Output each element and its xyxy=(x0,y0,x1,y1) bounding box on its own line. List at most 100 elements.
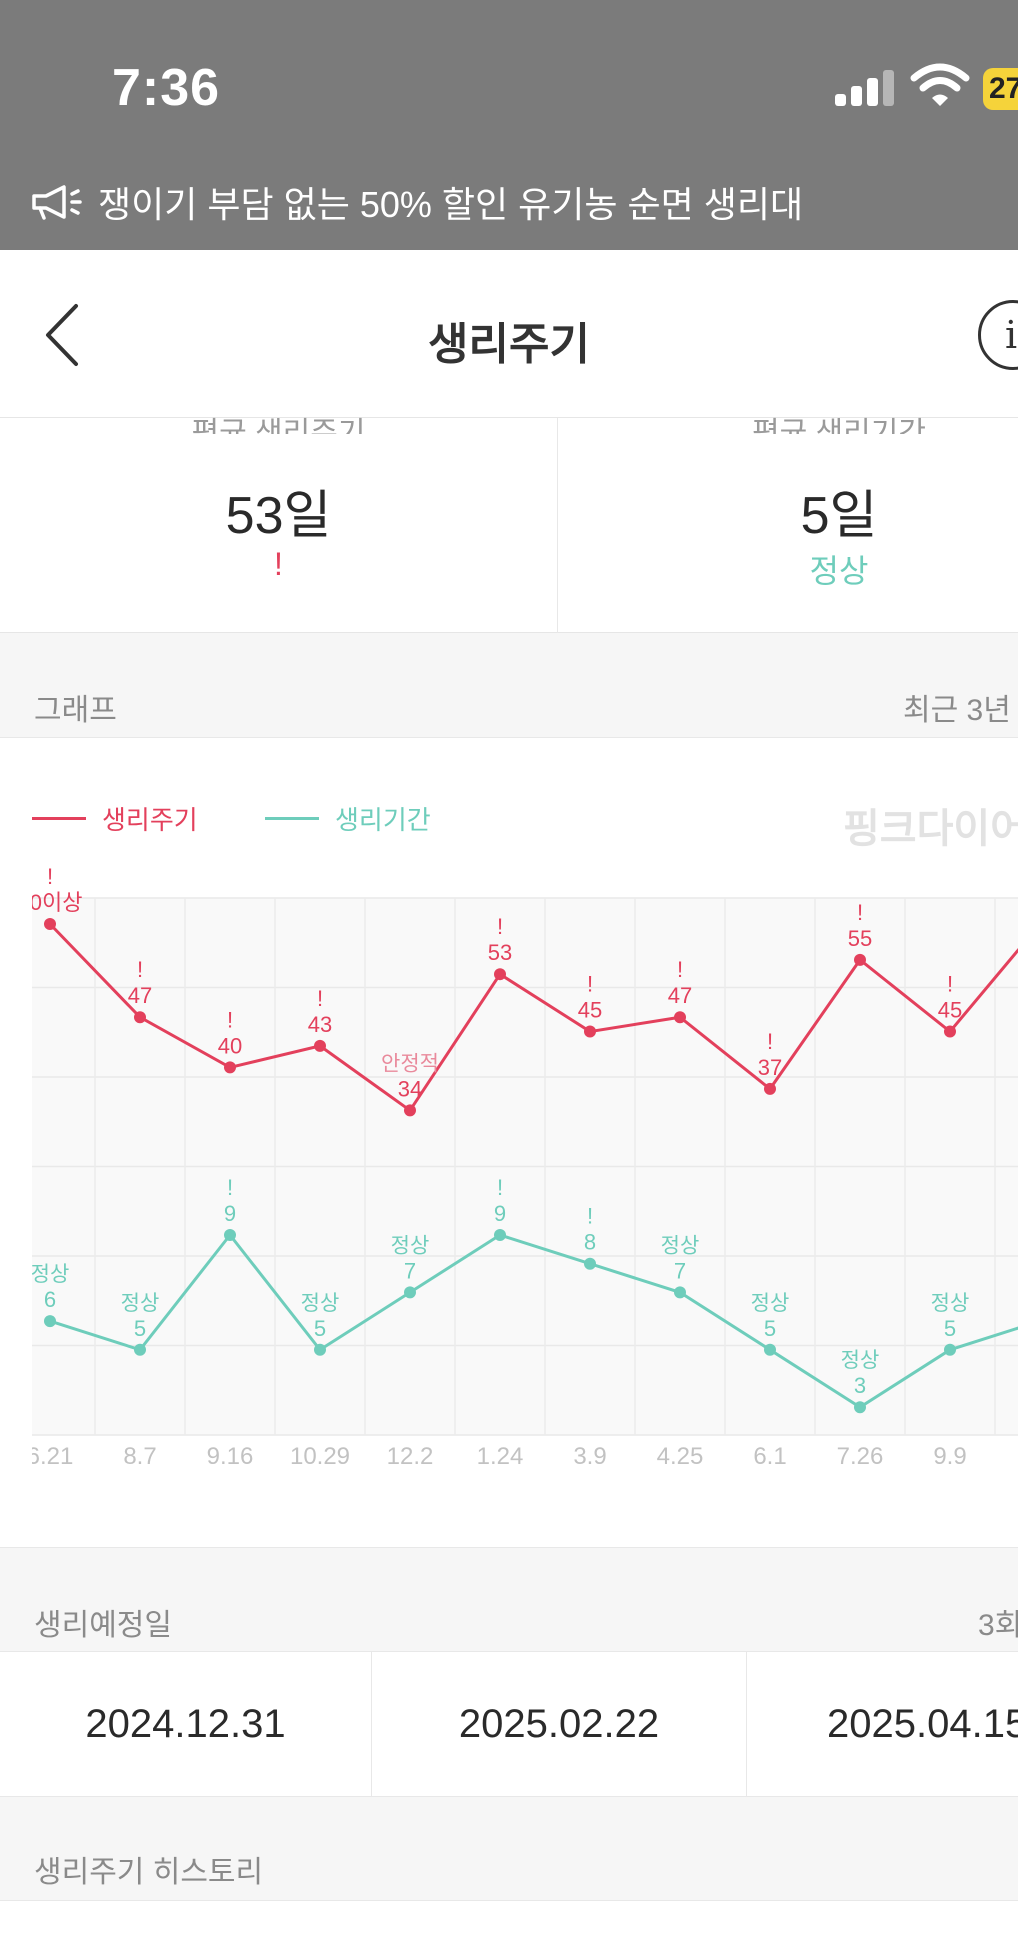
megaphone-icon xyxy=(32,185,82,220)
cycle-point xyxy=(134,1011,146,1024)
cycle-value-label: 53 xyxy=(488,940,512,965)
status-and-banner: 7:36 27 쟁이기 부담 없는 50% 할인 유기농 순면 생리대 xyxy=(0,0,1018,250)
cycle-status-label: ! xyxy=(587,972,593,997)
predicted-section-header: 생리예정일 3회 xyxy=(0,1548,1018,1652)
period-value-label: 7 xyxy=(404,1258,416,1283)
cycle-value-label: 40 xyxy=(218,1033,242,1058)
period-point xyxy=(944,1343,956,1356)
cycle-status-label: ! xyxy=(497,914,503,939)
legend-cycle: 생리주기 xyxy=(32,800,198,837)
predicted-section-title: 생리예정일 xyxy=(34,1609,172,1642)
period-point xyxy=(764,1343,776,1356)
history-section-title: 생리주기 히스토리 xyxy=(34,1856,264,1889)
period-value-label: 6 xyxy=(44,1287,56,1312)
cycle-point xyxy=(404,1104,416,1117)
cycle-status-label: ! xyxy=(317,986,323,1011)
back-chevron-icon[interactable] xyxy=(40,300,90,370)
period-point xyxy=(674,1286,686,1299)
avg-cycle-label: 평균 생리주기 xyxy=(191,417,366,434)
period-line xyxy=(49,1232,1018,1409)
period-status-label: 정상 xyxy=(841,1349,880,1372)
avg-cycle-stat: 평균 생리주기 53일 ! xyxy=(0,417,558,633)
period-point xyxy=(404,1286,416,1299)
cycle-value-label: 43 xyxy=(308,1012,332,1037)
cycle-point xyxy=(584,1025,596,1038)
period-value-label: 5 xyxy=(314,1316,326,1341)
battery-icon: 27 xyxy=(983,68,1018,110)
period-value-label: 5 xyxy=(134,1316,146,1341)
x-tick-label: 10.29 xyxy=(290,1443,350,1470)
history-section-header: 생리주기 히스토리 xyxy=(0,1797,1018,1901)
line-chart-svg: 60이상!47!40!43!34안정적53!45!47!37!55!45!66정… xyxy=(0,858,1018,1478)
x-tick-label: 12.2 xyxy=(387,1443,434,1470)
avg-period-label: 평균 생리기간 xyxy=(752,417,926,434)
period-value-label: 8 xyxy=(584,1230,596,1255)
period-point xyxy=(134,1343,146,1356)
cycle-point xyxy=(854,953,866,966)
period-value-label: 3 xyxy=(854,1373,866,1398)
x-tick-label: 10.3 xyxy=(1017,1443,1018,1470)
cycle-chart: 생리주기 생리기간 핑크다이어리 60이상!47!40!43!34안정적53!4… xyxy=(0,738,1018,1548)
period-status-label: 정상 xyxy=(751,1292,790,1315)
cycle-point xyxy=(764,1082,776,1095)
legend-period-label: 생리기간 xyxy=(335,805,431,835)
cycle-point xyxy=(494,968,506,981)
period-status-label: 정상 xyxy=(391,1234,430,1257)
avg-period-stat: 평균 생리기간 5일 정상 xyxy=(559,417,1018,633)
cycle-point xyxy=(944,1025,956,1038)
period-status-label: 정상 xyxy=(301,1292,340,1315)
cycle-status-label: ! xyxy=(137,957,143,982)
cycle-point xyxy=(314,1039,326,1052)
cycle-point xyxy=(674,1011,686,1024)
cycle-value-label: 45 xyxy=(938,998,962,1023)
period-value-label: 7 xyxy=(674,1258,686,1283)
period-status-label: ! xyxy=(497,1175,503,1200)
avg-cycle-value: 53일 xyxy=(225,487,332,545)
wifi-icon xyxy=(910,63,970,106)
period-value-label: 5 xyxy=(944,1316,956,1341)
period-status-label: ! xyxy=(227,1175,233,1200)
history-list xyxy=(0,1901,1018,1943)
cycle-value-label: 45 xyxy=(578,998,602,1023)
period-point xyxy=(854,1401,866,1414)
avg-period-value: 5일 xyxy=(800,487,878,545)
promo-banner[interactable]: 쟁이기 부담 없는 50% 할인 유기농 순면 생리대 xyxy=(30,178,803,226)
period-status-label: 정상 xyxy=(121,1292,160,1315)
cycle-status-label: ! xyxy=(677,957,683,982)
x-tick-label: 1.24 xyxy=(477,1443,524,1470)
page-title: 생리주기 xyxy=(428,320,590,369)
x-tick-label: 6.1 xyxy=(753,1443,786,1470)
cycle-value-label: 37 xyxy=(758,1055,782,1080)
cycle-status-label: ! xyxy=(767,1029,773,1054)
x-tick-label: 4.25 xyxy=(657,1443,704,1470)
x-tick-label: 9.9 xyxy=(933,1443,966,1470)
avg-cycle-status: ! xyxy=(274,546,283,582)
cycle-value-label: 34 xyxy=(398,1076,422,1101)
period-status-label: ! xyxy=(587,1204,593,1229)
cycle-status-label: ! xyxy=(857,900,863,925)
cycle-status-label: ! xyxy=(47,864,53,889)
cycle-value-label: 47 xyxy=(128,983,152,1008)
x-tick-label: 3.9 xyxy=(573,1443,606,1470)
period-value-label: 9 xyxy=(494,1201,506,1226)
graph-range-selector[interactable]: 최근 3년 xyxy=(903,694,1011,727)
cycle-status-label: ! xyxy=(227,1007,233,1032)
cycle-status-label: 안정적 xyxy=(381,1052,439,1075)
period-status-label: 정상 xyxy=(31,1263,70,1286)
x-tick-label: 6.21 xyxy=(27,1443,74,1470)
nav-header: 생리주기 i xyxy=(0,250,1018,418)
graph-section-title: 그래프 xyxy=(34,694,117,727)
x-tick-label: 9.16 xyxy=(207,1443,254,1470)
cycle-line xyxy=(48,922,1018,1113)
period-value-label: 5 xyxy=(764,1316,776,1341)
status-time: 7:36 xyxy=(112,59,221,117)
graph-section-header: 그래프 최근 3년 xyxy=(0,633,1018,738)
cellular-signal-icon xyxy=(835,70,895,106)
chart-left-edge xyxy=(0,858,32,1478)
x-tick-label: 7.26 xyxy=(837,1443,884,1470)
legend-period: 생리기간 xyxy=(265,800,431,837)
legend-cycle-label: 생리주기 xyxy=(102,805,198,835)
app-watermark: 핑크다이어리 xyxy=(843,807,1018,851)
average-stats: 평균 생리주기 53일 ! 평균 생리기간 5일 정상 xyxy=(0,417,1018,633)
cycle-point xyxy=(224,1061,236,1074)
